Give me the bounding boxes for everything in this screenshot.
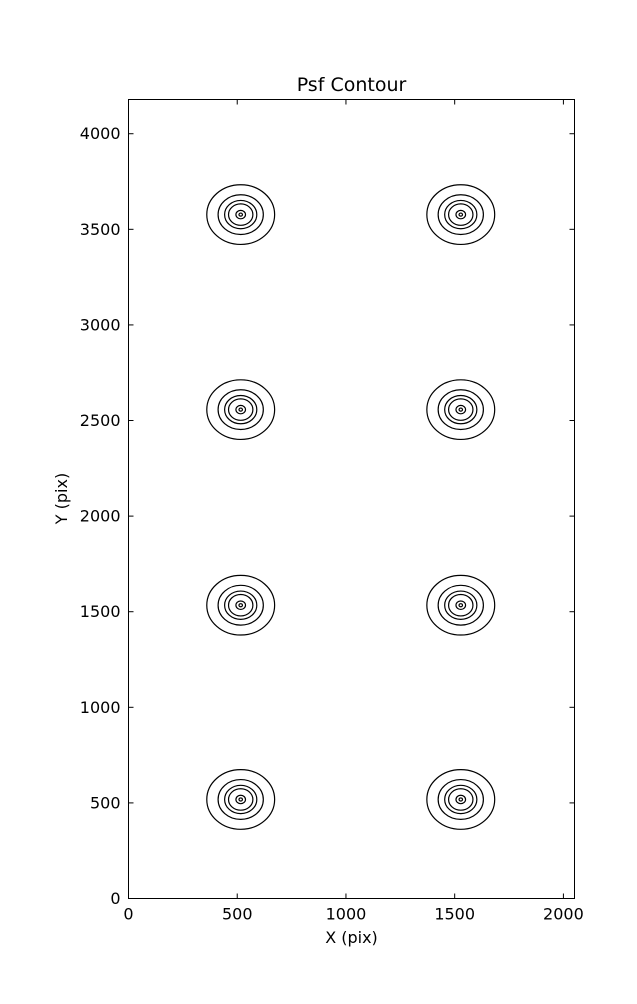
contour-ring: [238, 407, 244, 412]
contour-ring: [447, 788, 474, 811]
x-tick-label: 500: [222, 905, 253, 924]
contour-ring: [227, 593, 254, 617]
contour-ring: [217, 194, 264, 236]
psf-blob: [206, 769, 276, 830]
contour-ring: [458, 407, 464, 412]
chart-title: Psf Contour: [297, 74, 407, 96]
y-tick-label: 2000: [80, 507, 121, 526]
axes-frame: [128, 99, 575, 899]
psf-blob: [206, 184, 276, 246]
contour-ring: [235, 209, 247, 220]
y-tick-label: 2500: [80, 411, 121, 430]
ticks: 0 500 1000 1500 2000 0 500 1000 1500 2000 2500 3000…: [80, 99, 584, 924]
contour-ring: [447, 398, 474, 421]
psf-blob: [206, 379, 276, 441]
contour-ring: [458, 603, 464, 608]
contour-ring: [227, 203, 254, 226]
contour-ring: [458, 797, 464, 802]
contour-ring: [437, 389, 484, 431]
x-tick-label: 1000: [326, 905, 367, 924]
contour-ring: [206, 184, 276, 246]
contour-ring: [238, 797, 244, 802]
x-tick-label: 1500: [434, 905, 475, 924]
contour-ring: [227, 788, 254, 811]
contour-ring: [238, 603, 244, 608]
contour-ring: [444, 784, 478, 815]
contour-ring: [235, 600, 247, 611]
contour-ring: [206, 769, 276, 830]
axes-box: [128, 99, 575, 899]
contour-ring: [444, 199, 478, 230]
contour-ring: [455, 404, 467, 415]
contour-ring: [206, 379, 276, 441]
psf-blob: [426, 184, 496, 246]
contour-ring: [206, 574, 276, 636]
y-tick-label: 4000: [80, 124, 121, 143]
x-tick-label: 2000: [543, 905, 584, 924]
contour-ring: [217, 389, 264, 431]
y-axis-label: Y (pix): [52, 473, 71, 525]
contour-ring: [458, 212, 464, 217]
contour-ring: [217, 778, 264, 820]
contour-ring: [227, 398, 254, 421]
contour-ring: [224, 784, 258, 815]
contour-ring: [426, 184, 496, 246]
contour-ring: [235, 794, 247, 805]
contour-ring: [426, 379, 496, 441]
contour-ring: [455, 794, 467, 805]
contour-ring: [447, 593, 474, 617]
contour-ring: [224, 199, 258, 230]
contour-ring: [437, 778, 484, 820]
contour-ring: [455, 600, 467, 611]
psf-blob: [426, 769, 496, 830]
contour-ring: [437, 194, 484, 236]
contour-ring: [224, 590, 258, 620]
y-tick-label: 500: [90, 793, 121, 812]
x-tick-label: 0: [123, 905, 133, 924]
contour-ring: [437, 584, 484, 626]
y-tick-label: 1000: [80, 698, 121, 717]
y-tick-label: 3000: [80, 315, 121, 334]
y-tick-label: 0: [110, 889, 120, 908]
psf-blob: [426, 574, 496, 636]
contour-ring: [217, 584, 264, 626]
psf-blob: [426, 379, 496, 441]
contour-ring: [224, 394, 258, 425]
contour-plot-area: [206, 184, 496, 830]
psf-blob: [206, 574, 276, 636]
y-tick-label: 1500: [80, 602, 121, 621]
contour-ring: [444, 590, 478, 620]
contour-ring: [447, 203, 474, 226]
x-axis-label: X (pix): [325, 928, 378, 947]
contour-ring: [455, 209, 467, 220]
contour-ring: [235, 404, 247, 415]
contour-ring: [238, 212, 244, 217]
contour-ring: [426, 769, 496, 830]
contour-ring: [444, 394, 478, 425]
contour-ring: [426, 574, 496, 636]
y-tick-label: 3500: [80, 220, 121, 239]
